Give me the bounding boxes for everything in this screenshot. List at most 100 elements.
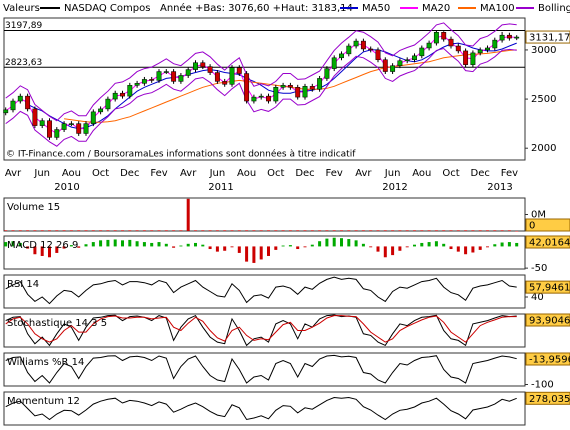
- bar: [288, 245, 292, 247]
- bar: [318, 230, 322, 231]
- candle-body: [47, 120, 52, 138]
- candle-body: [193, 62, 198, 70]
- candle-body: [309, 86, 315, 90]
- bar: [478, 230, 482, 231]
- bar: [164, 243, 168, 247]
- value-tag-label: 3131,17: [529, 33, 570, 44]
- bar: [471, 230, 475, 231]
- candle-body: [171, 71, 177, 82]
- x-tick-label: Dec: [471, 168, 490, 179]
- candle-body: [83, 123, 89, 134]
- legend-label: MA20: [422, 3, 450, 14]
- bar: [194, 242, 197, 247]
- bar: [332, 230, 336, 231]
- bar: [442, 230, 446, 231]
- indicator-line: [5, 314, 517, 347]
- candle-body: [98, 108, 104, 113]
- candle-body: [105, 98, 111, 110]
- candle-body: [61, 123, 67, 130]
- x-tick-label: Fev: [326, 168, 343, 179]
- bar: [354, 230, 358, 231]
- candle-body: [3, 109, 9, 114]
- bar: [376, 230, 380, 231]
- bar: [288, 230, 292, 231]
- candle-body: [229, 67, 235, 85]
- value-tag: [525, 313, 570, 327]
- bar: [500, 242, 504, 247]
- bar: [11, 230, 15, 231]
- bar: [48, 230, 51, 231]
- bar: [259, 246, 263, 260]
- candle-body: [39, 120, 45, 126]
- candle-body: [266, 95, 271, 102]
- candle-body: [141, 79, 147, 84]
- bar: [391, 246, 395, 256]
- candle-body: [127, 85, 133, 97]
- candle-body: [412, 55, 417, 61]
- bar: [347, 230, 351, 231]
- bar: [486, 246, 489, 248]
- x-tick-label: Dec: [295, 168, 314, 179]
- bar: [121, 230, 124, 231]
- bar: [106, 239, 110, 247]
- bar: [113, 230, 117, 231]
- year-label: 2013: [487, 182, 512, 193]
- bar: [274, 246, 278, 250]
- indicator-line: [5, 315, 517, 343]
- y-tick-label: 40: [531, 292, 544, 303]
- x-tick-label: Aou: [62, 168, 81, 179]
- bar: [442, 243, 446, 247]
- candle-body: [390, 65, 396, 72]
- bar: [4, 230, 8, 231]
- y-tick-label: 2000: [531, 143, 556, 154]
- candle-body: [324, 68, 330, 79]
- header-label: Valeurs: [3, 3, 40, 14]
- bar: [77, 230, 81, 231]
- bar: [99, 230, 103, 231]
- candle-body: [32, 108, 38, 126]
- bar: [281, 245, 285, 247]
- bar: [194, 230, 197, 231]
- candle-body: [280, 85, 286, 88]
- bar: [361, 230, 365, 231]
- panel-title: Momentum 12: [7, 396, 80, 407]
- bar: [150, 242, 154, 247]
- candle-body: [455, 45, 461, 52]
- candle-body: [25, 95, 31, 110]
- bar: [420, 242, 424, 247]
- bar: [413, 244, 416, 247]
- candle-body: [134, 83, 140, 86]
- bar: [186, 198, 190, 231]
- candle-body: [375, 49, 381, 61]
- indicator-line: [5, 276, 517, 305]
- bar: [354, 240, 358, 247]
- bar: [325, 230, 329, 231]
- bar: [405, 246, 409, 248]
- bar: [259, 230, 263, 231]
- bar: [135, 230, 139, 231]
- overlay-line: [5, 22, 517, 122]
- bar: [223, 230, 227, 231]
- bar: [252, 230, 256, 231]
- candle-body: [331, 57, 337, 69]
- bar: [245, 246, 249, 262]
- bar: [310, 230, 314, 231]
- bar: [215, 230, 219, 231]
- bar: [391, 230, 395, 231]
- bar: [405, 230, 409, 231]
- bar: [310, 244, 314, 247]
- y-tick-label: -100: [531, 380, 554, 391]
- bar: [478, 246, 482, 250]
- value-tag-label: 57,9461: [529, 283, 570, 294]
- bar: [230, 246, 234, 248]
- candle-body: [54, 129, 60, 138]
- bar: [40, 230, 44, 231]
- bar: [223, 246, 227, 251]
- candle-body: [251, 96, 257, 102]
- candle-body: [258, 95, 264, 98]
- bar: [493, 244, 497, 247]
- bar: [99, 240, 103, 247]
- bar: [507, 242, 511, 247]
- bar: [62, 246, 66, 249]
- bar: [296, 246, 300, 250]
